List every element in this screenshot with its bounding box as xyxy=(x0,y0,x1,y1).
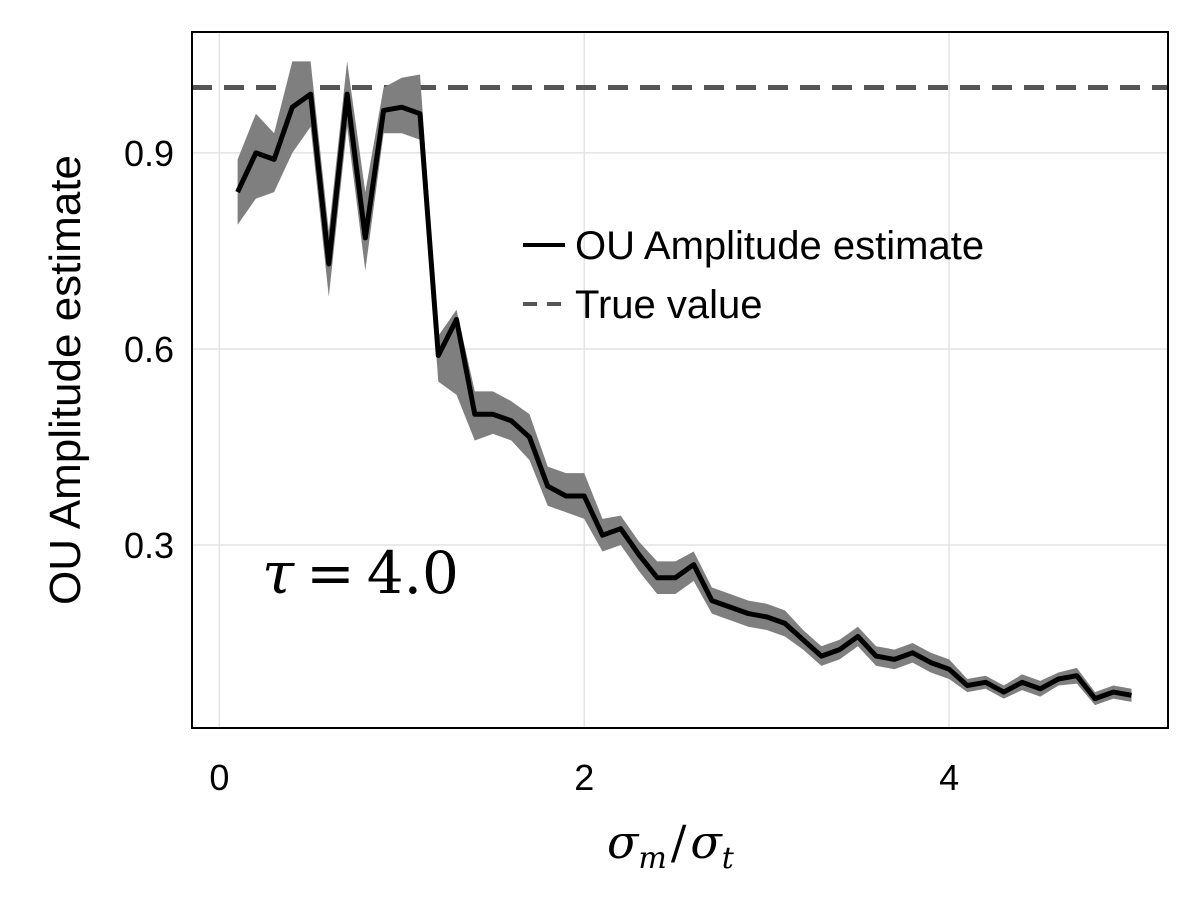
data-point xyxy=(949,669,950,670)
data-point xyxy=(292,107,293,108)
data-point xyxy=(1040,688,1041,689)
data-point xyxy=(839,649,840,650)
data-point xyxy=(420,113,421,114)
data-point xyxy=(857,636,858,637)
tau-value: 4.0 xyxy=(367,539,459,607)
data-point xyxy=(274,159,275,160)
data-point xyxy=(584,496,585,497)
data-point xyxy=(474,414,475,415)
data-point xyxy=(894,659,895,660)
data-point xyxy=(711,600,712,601)
y-tick-label: 0.6 xyxy=(124,329,174,370)
data-point xyxy=(766,616,767,617)
estimate-line xyxy=(235,91,1132,702)
y-tick-label: 0.3 xyxy=(124,525,174,566)
x-label-sub-t: t xyxy=(722,841,735,876)
y-axis-label: OU Amplitude estimate xyxy=(41,155,90,605)
data-point xyxy=(237,192,238,193)
x-tick-label: 0 xyxy=(209,757,229,798)
data-point xyxy=(401,107,402,108)
data-point xyxy=(602,535,603,536)
x-tick-label: 4 xyxy=(939,757,959,798)
data-point xyxy=(657,577,658,578)
tick-labels: 0 2 4 0.3 0.6 0.9 xyxy=(124,133,959,798)
y-tick-label: 0.9 xyxy=(124,133,174,174)
legend: OU Amplitude estimate True value xyxy=(523,224,984,327)
data-point xyxy=(438,355,439,356)
data-point xyxy=(365,237,366,238)
grid-lines xyxy=(192,32,1168,728)
data-point xyxy=(529,437,530,438)
tau-symbol: τ xyxy=(262,539,295,607)
tau-equals: = xyxy=(306,539,355,607)
x-label-sigma-t: σ xyxy=(690,815,723,869)
x-axis-label: σm/σt xyxy=(607,815,735,876)
data-point xyxy=(784,623,785,624)
data-point xyxy=(547,486,548,487)
data-point xyxy=(638,554,639,555)
data-point xyxy=(693,564,694,565)
data-point xyxy=(1003,692,1004,693)
data-point xyxy=(1076,675,1077,676)
data-point xyxy=(565,496,566,497)
x-label-sub-m: m xyxy=(638,841,666,876)
data-point xyxy=(876,656,877,657)
x-label-slash: / xyxy=(671,815,687,869)
x-label-sigma-m: σ xyxy=(607,815,640,869)
data-point xyxy=(821,656,822,657)
data-point xyxy=(967,685,968,686)
data-point xyxy=(347,94,348,95)
data-point xyxy=(255,152,256,153)
data-point xyxy=(620,528,621,529)
legend-label-true-value: True value xyxy=(575,283,763,327)
data-point xyxy=(328,264,329,265)
data-point xyxy=(493,414,494,415)
data-point xyxy=(1131,695,1132,696)
tau-annotation: τ = 4.0 xyxy=(262,539,459,607)
plot-frame xyxy=(191,31,1169,729)
data-point xyxy=(1095,698,1096,699)
x-tick-label: 2 xyxy=(574,757,594,798)
uncertainty-band xyxy=(237,61,1132,706)
data-point xyxy=(383,110,384,111)
data-point xyxy=(1058,678,1059,679)
data-point xyxy=(803,639,804,640)
confidence-band xyxy=(237,61,1132,706)
data-point xyxy=(930,662,931,663)
data-point xyxy=(675,577,676,578)
legend-label-estimate: OU Amplitude estimate xyxy=(575,224,984,268)
data-point xyxy=(511,420,512,421)
data-point xyxy=(1113,692,1114,693)
estimate-series xyxy=(235,91,1132,702)
data-point xyxy=(456,319,457,320)
data-point xyxy=(1022,682,1023,683)
data-point xyxy=(748,613,749,614)
data-point xyxy=(730,607,731,608)
data-point xyxy=(310,94,311,95)
data-point xyxy=(912,652,913,653)
data-point xyxy=(985,682,986,683)
